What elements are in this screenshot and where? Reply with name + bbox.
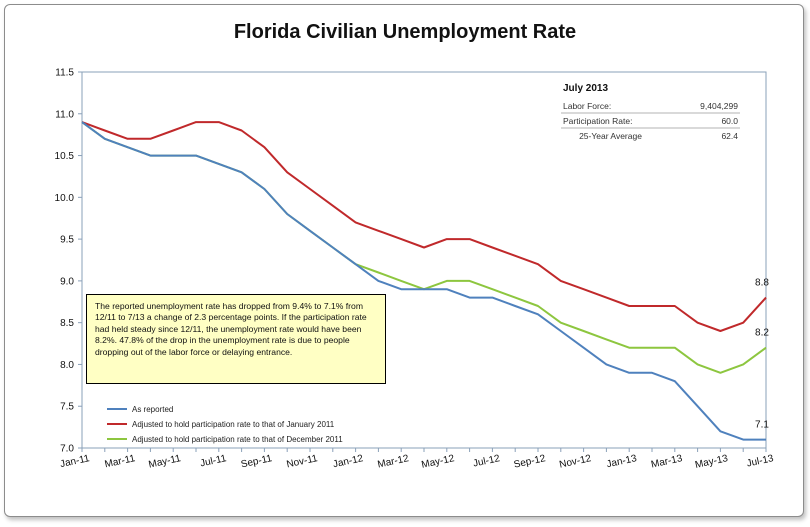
legend-label-as-reported: As reported <box>132 405 173 414</box>
y-tick-label: 11.5 <box>55 68 74 79</box>
x-tick-label: May-11 <box>148 453 183 471</box>
y-tick-label: 9.5 <box>60 235 74 246</box>
x-tick-label: May-12 <box>421 453 456 471</box>
y-tick-label: 7.5 <box>60 402 74 413</box>
participation-rate-label: Participation Rate: <box>563 116 632 126</box>
legend: As reported Adjusted to hold participati… <box>107 405 343 444</box>
end-labels: 7.1 8.8 8.2 <box>755 278 769 431</box>
chart-frame <box>4 4 804 517</box>
end-label-2: 8.2 <box>755 328 769 339</box>
x-tick-label: Mar-12 <box>377 453 411 470</box>
x-tick-label: Mar-13 <box>650 453 684 470</box>
annotation-box: The reported unemployment rate has dropp… <box>86 294 386 384</box>
legend-label-december: Adjusted to hold participation rate to t… <box>132 435 343 444</box>
end-label-1: 8.8 <box>755 278 769 289</box>
series-line-0 <box>81 121 766 441</box>
series-line-1 <box>81 121 767 332</box>
x-tick-label: Jul-13 <box>746 453 775 470</box>
y-tick-label: 7.0 <box>60 444 74 455</box>
labor-force-label: Labor Force: <box>563 101 611 111</box>
x-tick-label: Nov-11 <box>286 453 320 470</box>
y-tick-label: 10.0 <box>55 193 75 204</box>
x-tick-label: Jan-11 <box>59 453 91 470</box>
x-tick-label: Sep-12 <box>513 453 547 471</box>
x-tick-label: Sep-11 <box>240 453 274 470</box>
x-tick-label: May-13 <box>694 453 729 471</box>
legend-label-january: Adjusted to hold participation rate to t… <box>132 420 335 429</box>
info-box: July 2013 Labor Force: 9,404,299 Partici… <box>561 83 740 141</box>
end-label-0: 7.1 <box>755 420 769 431</box>
labor-force-value: 9,404,299 <box>700 101 738 111</box>
x-tick-label: Jul-11 <box>199 453 228 469</box>
y-tick-label: 10.5 <box>55 151 75 162</box>
x-tick-label: Jan-13 <box>606 453 639 470</box>
x-tick-label: Jul-12 <box>472 453 501 470</box>
info-heading: July 2013 <box>563 83 608 94</box>
y-tick-label: 11.0 <box>55 109 74 120</box>
x-tick-label: Mar-11 <box>104 453 137 470</box>
participation-rate-value: 60.0 <box>721 116 738 126</box>
series-lines <box>81 121 767 441</box>
y-axis: 7.0 7.5 8.0 8.5 9.0 9.5 10.0 10.5 11.0 11.5 <box>55 68 82 455</box>
x-tick-label: Jan-12 <box>332 453 365 470</box>
x-axis: Jan-11 Mar-11 May-11 Jul-11 Sep-11 Nov-11 Jan-… <box>59 448 775 471</box>
average-label: 25-Year Average <box>572 131 642 141</box>
average-value: 62.4 <box>721 131 738 141</box>
y-tick-label: 8.0 <box>60 360 74 371</box>
y-tick-label: 9.0 <box>60 276 74 287</box>
chart-title: Florida Civilian Unemployment Rate <box>234 21 576 43</box>
x-tick-label: Nov-12 <box>558 453 592 471</box>
y-tick-label: 8.5 <box>60 318 74 329</box>
